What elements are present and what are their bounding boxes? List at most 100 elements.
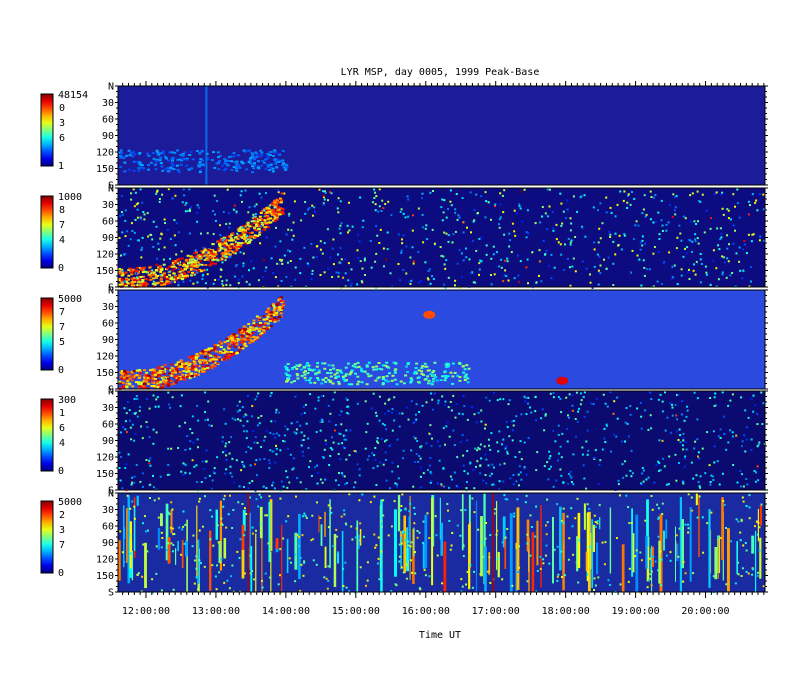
- noise-pixel: [610, 211, 613, 214]
- band-pixel: [161, 169, 165, 172]
- noise-pixel: [124, 467, 127, 469]
- noise-pixel: [209, 538, 212, 541]
- noise-pixel: [242, 424, 245, 427]
- noise-pixel: [282, 440, 285, 442]
- noise-pixel: [652, 252, 655, 255]
- aurora-pixel: [245, 242, 248, 245]
- aurora-pixel: [258, 233, 261, 236]
- noise-pixel: [663, 465, 666, 468]
- noise-pixel: [731, 393, 734, 396]
- noise-pixel: [739, 531, 742, 534]
- band-pixel: [296, 377, 300, 380]
- aurora-pixel: [259, 212, 263, 214]
- noise-pixel: [751, 193, 754, 196]
- band-pixel: [155, 149, 159, 152]
- band-pixel: [160, 165, 164, 168]
- band-pixel: [427, 379, 431, 382]
- noise-pixel: [121, 551, 124, 554]
- aurora-pixel: [232, 343, 236, 346]
- aurora-pixel: [228, 254, 232, 257]
- aurora-pixel: [243, 332, 246, 335]
- noise-pixel: [337, 551, 339, 554]
- noise-pixel: [577, 581, 580, 584]
- noise-pixel: [694, 440, 697, 443]
- noise-pixel: [304, 201, 307, 203]
- noise-pixel: [576, 420, 579, 423]
- noise-pixel: [675, 247, 678, 250]
- noise-pixel: [181, 528, 184, 531]
- noise-pixel: [460, 578, 463, 581]
- aurora-pixel: [278, 297, 282, 300]
- noise-pixel: [169, 526, 172, 529]
- aurora-pixel: [257, 330, 261, 333]
- noise-pixel: [755, 199, 758, 202]
- noise-pixel: [394, 482, 397, 485]
- noise-pixel: [294, 395, 297, 398]
- aurora-pixel: [279, 197, 282, 200]
- aurora-pixel: [122, 378, 126, 381]
- noise-pixel: [310, 242, 313, 245]
- noise-pixel: [335, 528, 338, 531]
- noise-pixel: [560, 202, 563, 205]
- noise-pixel: [480, 520, 483, 523]
- aurora-pixel: [254, 236, 258, 239]
- noise-pixel: [504, 259, 507, 262]
- band-pixel: [264, 158, 268, 161]
- noise-pixel: [321, 481, 324, 484]
- noise-pixel: [513, 277, 516, 280]
- band-pixel: [421, 365, 425, 368]
- noise-pixel: [764, 572, 767, 575]
- noise-pixel: [325, 443, 328, 446]
- noise-pixel: [603, 563, 606, 566]
- noise-pixel: [321, 252, 324, 255]
- noise-pixel: [689, 239, 692, 242]
- aurora-pixel: [219, 340, 223, 343]
- noise-pixel: [487, 570, 490, 573]
- noise-pixel: [274, 216, 277, 219]
- noise-pixel: [329, 191, 332, 194]
- aurora-pixel: [266, 328, 270, 330]
- band-pixel: [257, 167, 261, 170]
- band-pixel: [132, 151, 136, 153]
- noise-pixel: [737, 520, 740, 523]
- noise-pixel: [312, 538, 315, 541]
- noise-pixel: [617, 243, 620, 246]
- noise-pixel: [340, 258, 343, 261]
- band-pixel: [391, 374, 395, 377]
- aurora-pixel: [266, 322, 270, 325]
- noise-pixel: [581, 226, 584, 229]
- aurora-pixel: [226, 248, 230, 251]
- noise-pixel: [705, 209, 708, 212]
- noise-pixel: [223, 494, 226, 497]
- noise-pixel: [629, 405, 632, 407]
- noise-pixel: [385, 439, 388, 442]
- noise-pixel: [478, 273, 480, 276]
- noise-pixel: [425, 224, 428, 227]
- aurora-pixel: [196, 354, 200, 357]
- aurora-pixel: [189, 372, 193, 375]
- aurora-pixel: [229, 237, 233, 240]
- noise-pixel: [151, 578, 154, 581]
- noise-pixel: [234, 265, 237, 268]
- noise-pixel: [677, 393, 680, 396]
- noise-pixel: [377, 536, 380, 539]
- band-pixel: [170, 162, 174, 165]
- noise-pixel: [459, 286, 461, 289]
- aurora-pixel: [282, 300, 285, 303]
- aurora-pixel: [198, 360, 202, 363]
- noise-pixel: [335, 271, 338, 274]
- noise-pixel: [605, 424, 608, 427]
- noise-pixel: [168, 270, 171, 273]
- noise-pixel: [168, 473, 171, 476]
- noise-pixel: [709, 397, 712, 399]
- aurora-pixel: [177, 364, 181, 367]
- noise-pixel: [708, 464, 711, 467]
- stripe-mark: [645, 535, 648, 569]
- noise-pixel: [264, 269, 267, 272]
- noise-pixel: [562, 210, 565, 213]
- noise-pixel: [631, 472, 634, 475]
- aurora-pixel: [138, 284, 142, 287]
- band-pixel: [417, 376, 421, 379]
- noise-pixel: [246, 394, 249, 397]
- noise-pixel: [133, 231, 136, 234]
